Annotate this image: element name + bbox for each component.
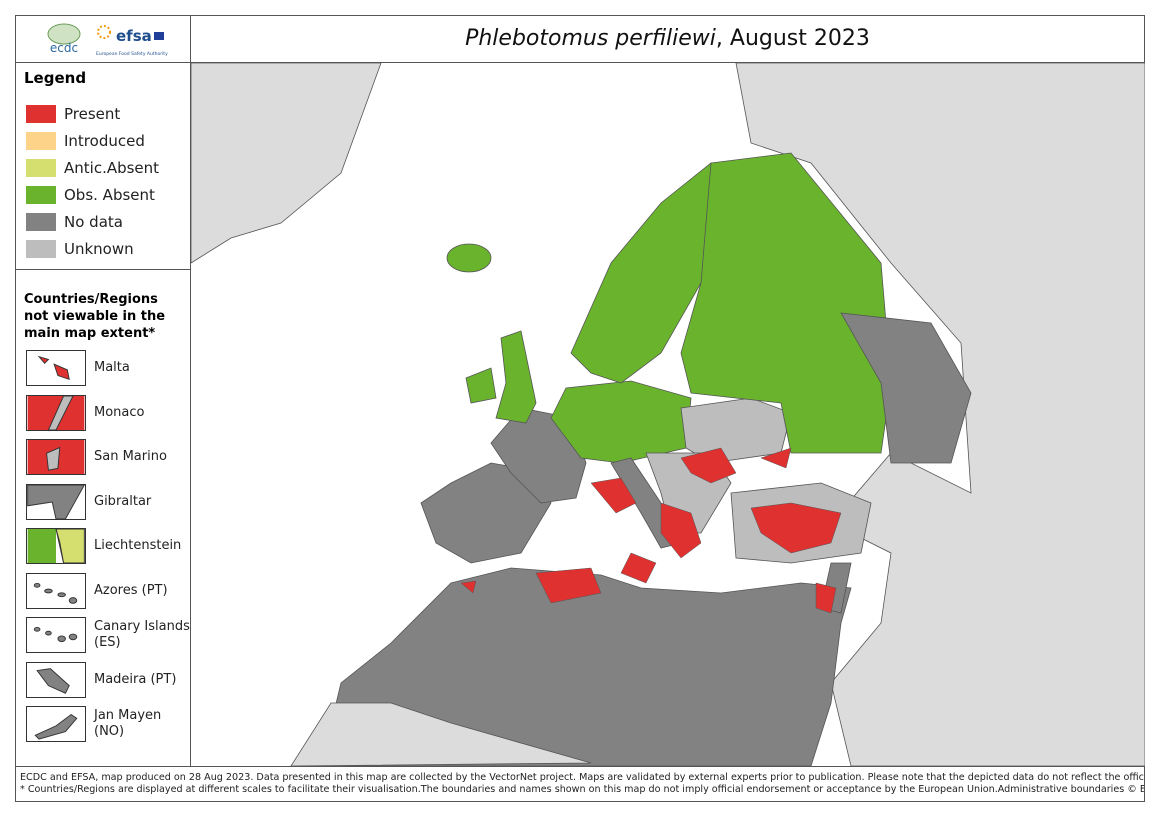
present-turkey [750,502,842,554]
legend-label: Obs. Absent [64,186,155,204]
present-morocco [460,580,477,594]
region-label: Azores (PT) [94,582,168,598]
region-shape [33,626,78,643]
russia [680,152,892,454]
legend-label: Unknown [64,240,134,258]
legend-swatch [26,240,56,258]
map-land [191,63,1145,766]
logos: ecdc efsa European Food Safety Authority [16,16,191,63]
legend: Legend Present Introduced Antic.Absent Obs.… [16,63,190,270]
legend-swatch [26,105,56,123]
region-label: Jan Mayen (NO) [94,708,162,739]
region-item: Malta [26,350,186,388]
title-bar: Phlebotomus perfiliewi, August 2023 [191,16,1144,63]
present-areas [460,447,842,614]
region-shape [27,528,85,564]
iceland [446,243,492,273]
region-shape [27,395,85,430]
legend-swatch [26,132,56,150]
present-algeria [535,567,602,604]
legend-label: Present [64,105,121,123]
region-item: Monaco [26,394,186,433]
region-label: Monaco [94,404,145,420]
region-item: San Marino [26,439,186,477]
ireland [465,367,497,404]
region-icon [26,439,86,475]
efsa-subtitle: European Food Safety Authority [96,51,168,57]
region-item: Gibraltar [26,483,186,522]
region-label: Canary Islands (ES) [94,619,190,650]
regions-title: Countries/Regions not viewable in the ma… [24,292,166,341]
legend-label: Antic.Absent [64,159,160,177]
north-africa [320,567,852,766]
region-icon [26,617,86,653]
region-icon [26,706,86,742]
region-item: Madeira (PT) [26,661,186,700]
region-shape [34,713,78,740]
region-label: Malta [94,360,130,375]
present-crimea [760,447,792,469]
region-shape [36,667,70,694]
legend-title: Legend [24,69,87,87]
region-label: Madeira (PT) [94,671,177,687]
present-sicily [620,552,657,584]
legend-label: No data [64,213,123,231]
region-icon [26,394,86,431]
legend-label: Introduced [64,132,145,150]
region-item: Canary Islands (ES) [26,617,190,655]
great-britain [495,330,537,424]
title-species: Phlebotomus perfiliewi [465,26,716,51]
region-item: Jan Mayen (NO) [26,706,186,744]
present-israel [815,582,837,614]
legend-swatch [26,186,56,204]
efsa-logo: efsa [116,27,152,45]
map-frame: ecdc efsa European Food Safety Authority… [15,15,1145,802]
region-label: Liechtenstein [94,538,182,553]
kazakhstan [840,312,972,464]
region-label: San Marino [94,449,167,464]
legend-swatch [26,213,56,231]
region-item: Azores (PT) [26,572,186,611]
logo-graphics: ecdc efsa European Food Safety Authority [47,23,168,57]
footer: ECDC and EFSA, map produced on 28 Aug 20… [16,766,1144,802]
region-icon [26,572,86,609]
iberia [420,462,552,564]
region-shape [27,440,85,474]
region-icon [26,661,86,698]
legend-swatch [26,159,56,177]
ecdc-globe [47,23,81,45]
region-icon [26,350,86,386]
ecdc-logo: ecdc [50,41,78,55]
present-romania [680,447,737,484]
side-panel: Legend Present Introduced Antic.Absent Obs.… [16,63,191,766]
present-greece [660,502,702,559]
sahel [290,702,592,766]
eu-flag [154,32,164,40]
region-shape [37,355,70,381]
map [191,63,1145,766]
footer-line: * Countries/Regions are displayed at dif… [20,784,1144,795]
greenland [191,63,382,264]
title-date: , August 2023 [715,26,870,51]
footer-line: ECDC and EFSA, map produced on 28 Aug 20… [20,772,1144,783]
present-italy-north [590,477,637,514]
region-shape [33,582,78,604]
efsa-mark [97,25,111,39]
region-shape [27,484,86,519]
region-label: Gibraltar [94,493,152,509]
region-icon [26,483,86,520]
region-icon [26,528,86,564]
region-item: Liechtenstein [26,528,186,566]
